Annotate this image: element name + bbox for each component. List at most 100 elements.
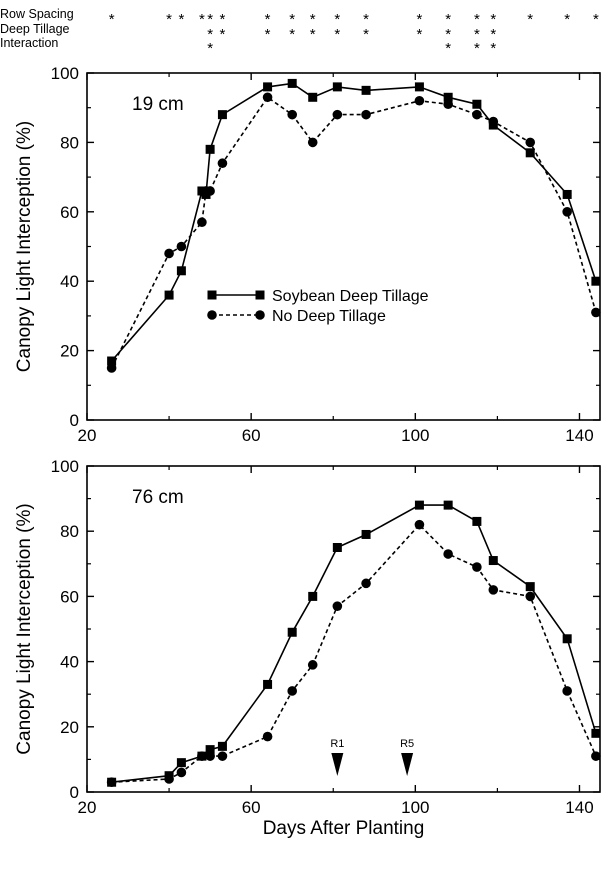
y-tick-label: 40 — [60, 653, 79, 672]
data-point-circle — [443, 99, 453, 110]
data-point-circle — [197, 217, 207, 228]
y-tick-label: 20 — [60, 342, 79, 361]
data-point-circle — [562, 686, 572, 696]
data-point-square — [332, 543, 342, 552]
y-tick-label: 100 — [51, 457, 79, 476]
data-point-circle — [488, 585, 499, 595]
significance-star: * — [527, 11, 533, 28]
data-point-square — [525, 148, 535, 158]
data-point-square — [308, 92, 318, 102]
significance-star: * — [593, 11, 599, 28]
legend-marker-circle — [255, 310, 265, 320]
series-line — [111, 504, 597, 783]
data-point-circle — [472, 109, 482, 120]
significance-star: * — [220, 26, 226, 43]
significance-star: * — [445, 26, 451, 43]
significance-star: * — [445, 40, 451, 57]
y-tick-label: 60 — [60, 203, 79, 222]
significance-star: * — [178, 11, 184, 28]
significance-row-label: Row Spacing — [0, 7, 74, 21]
data-point-circle — [176, 241, 187, 252]
significance-star: * — [490, 26, 496, 43]
series-line — [110, 96, 597, 369]
significance-star: * — [220, 11, 226, 28]
data-point-circle — [361, 109, 371, 120]
data-point-circle — [106, 777, 117, 788]
data-point-square — [308, 591, 318, 601]
y-tick-label: 40 — [60, 272, 79, 291]
significance-star: * — [474, 40, 480, 57]
data-point-circle — [164, 248, 174, 259]
data-point-square — [472, 516, 482, 526]
significance-star: * — [490, 40, 496, 57]
data-point-square — [332, 82, 342, 92]
data-point-circle — [164, 774, 174, 784]
significance-star: * — [289, 26, 295, 43]
legend-label: Soybean Deep Tillage — [272, 288, 429, 305]
y-tick-label: 20 — [60, 718, 79, 737]
data-point-square — [164, 290, 174, 300]
significance-star: * — [207, 26, 213, 43]
data-point-circle — [414, 95, 425, 106]
data-point-circle — [287, 109, 298, 120]
data-point-circle — [205, 186, 215, 196]
data-point-circle — [361, 578, 371, 589]
data-point-square — [217, 741, 227, 751]
data-point-circle — [307, 660, 318, 670]
data-point-circle — [176, 767, 187, 778]
data-point-square — [176, 266, 186, 276]
y-tick-label: 60 — [60, 587, 79, 606]
data-point-circle — [106, 363, 117, 373]
data-point-circle — [525, 137, 536, 148]
significance-star: * — [363, 26, 369, 43]
plot-frame — [86, 72, 601, 421]
y-axis-title: Canopy Light Interception (%) — [14, 121, 35, 372]
data-point-circle — [562, 207, 572, 217]
legend-marker-square — [255, 290, 265, 300]
data-point-circle — [217, 751, 228, 761]
data-point-circle — [332, 109, 343, 120]
x-tick-label: 140 — [565, 426, 593, 445]
data-point-circle — [525, 591, 536, 602]
data-point-square — [176, 758, 186, 768]
data-point-circle — [591, 307, 601, 318]
significance-star: * — [417, 26, 423, 43]
y-tick-label: 80 — [60, 522, 79, 541]
significance-row-label: Deep Tillage — [0, 22, 70, 36]
significance-row-label: Interaction — [0, 36, 58, 50]
significance-star: * — [265, 11, 271, 28]
data-point-square — [443, 92, 453, 102]
significance-star: * — [417, 11, 423, 28]
data-point-square — [443, 500, 453, 510]
x-tick-label: 140 — [565, 798, 593, 817]
data-point-circle — [262, 92, 273, 103]
data-point-circle — [488, 116, 499, 127]
significance-star: * — [207, 11, 213, 28]
data-point-square — [525, 582, 535, 592]
significance-star: * — [199, 11, 205, 28]
data-point-circle — [217, 158, 228, 169]
data-point-square — [217, 110, 227, 120]
data-point-square — [287, 627, 297, 637]
data-point-circle — [414, 519, 425, 530]
y-tick-label: 0 — [70, 783, 79, 802]
data-point-circle — [332, 601, 343, 611]
x-tick-label: 60 — [242, 426, 261, 445]
y-tick-label: 80 — [60, 133, 79, 152]
significance-star: * — [310, 11, 316, 28]
significance-star: * — [564, 11, 570, 28]
data-point-square — [263, 679, 273, 689]
data-point-square — [361, 529, 371, 539]
data-point-square — [263, 82, 273, 92]
x-tick-label: 20 — [78, 426, 97, 445]
stage-label: R5 — [400, 738, 414, 750]
significance-star: * — [109, 11, 115, 28]
x-tick-label: 100 — [401, 426, 429, 445]
data-point-circle — [197, 751, 207, 761]
data-point-circle — [443, 549, 453, 559]
legend-marker-square — [207, 290, 217, 300]
legend-label: No Deep Tillage — [272, 308, 386, 325]
significance-star: * — [166, 11, 172, 28]
